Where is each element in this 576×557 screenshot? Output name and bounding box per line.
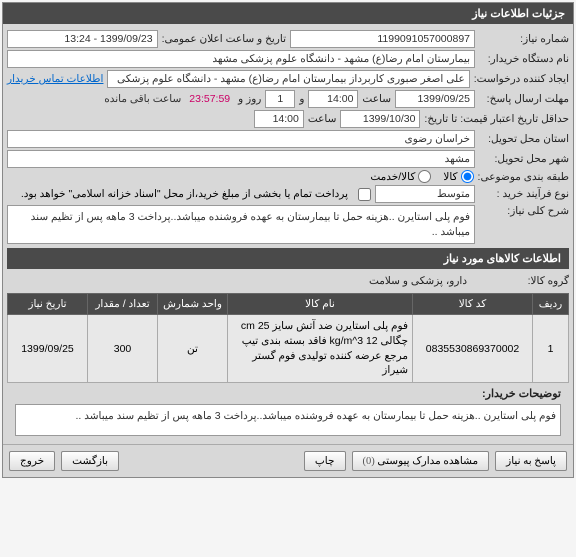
th-unit: واحد شمارش	[158, 294, 228, 315]
row-city: شهر محل تحویل: مشهد	[7, 150, 569, 168]
th-row: ردیف	[533, 294, 569, 315]
row-province: استان محل تحویل: خراسان رضوی	[7, 130, 569, 148]
need-no-label: شماره نیاز:	[479, 33, 569, 45]
buyer-org-value: بیمارستان امام رضا(ع) مشهد - دانشگاه علو…	[7, 50, 475, 68]
buyer-notes-row: توضیحات خریدار: فوم پلی استایرن ..هزینه …	[7, 383, 569, 440]
desc-label: شرح کلی نیاز:	[479, 205, 569, 217]
panel-body: شماره نیاز: 1199091057000897 تاریخ و ساع…	[3, 24, 573, 444]
attachments-label: مشاهده مدارک پیوستی	[377, 456, 478, 467]
creator-value: علی اصغر صبوری کاربرداز بیمارستان امام ر…	[107, 70, 469, 88]
buyer-notes-text: فوم پلی استایرن ..هزینه حمل تا بیمارستان…	[15, 404, 561, 436]
radio-service-input[interactable]	[418, 170, 431, 183]
process-label: نوع فرآیند خرید :	[479, 188, 569, 200]
items-table: ردیف کد کالا نام کالا واحد شمارش تعداد /…	[7, 293, 569, 383]
and-label: و	[299, 93, 304, 105]
cell-qty: 300	[88, 315, 158, 383]
attachments-count: (0)	[363, 456, 375, 467]
buyer-notes-label: توضیحات خریدار:	[482, 387, 561, 400]
days-value: 1	[265, 90, 295, 108]
countdown-timer: 23:57:59	[185, 93, 234, 105]
radio-service-label: کالا/خدمت	[370, 171, 415, 183]
buyer-org-label: نام دستگاه خریدار:	[479, 53, 569, 65]
day-label: روز و	[238, 93, 261, 105]
desc-value: فوم پلی استایرن ..هزینه حمل تا بیمارستان…	[7, 205, 475, 244]
creator-label: ایجاد کننده درخواست:	[474, 73, 569, 85]
budget-note-check[interactable]: پرداخت تمام یا بخشی از مبلغ خرید،از محل …	[15, 186, 371, 202]
city-label: شهر محل تحویل:	[479, 153, 569, 165]
reply-button[interactable]: پاسخ به نیاز	[495, 451, 567, 471]
cell-code: 0835530869370002	[413, 315, 533, 383]
budget-label: طبقه بندی موضوعی:	[478, 171, 569, 183]
th-code: کد کالا	[413, 294, 533, 315]
footer-bar: پاسخ به نیاز مشاهده مدارک پیوستی (0) چاپ…	[3, 444, 573, 477]
remain-label: ساعت باقی مانده	[104, 93, 181, 105]
cell-row: 1	[533, 315, 569, 383]
cell-unit: تن	[158, 315, 228, 383]
row-need-no: شماره نیاز: 1199091057000897 تاریخ و ساع…	[7, 30, 569, 48]
buyer-contact-link[interactable]: اطلاعات تماس خریدار	[7, 73, 103, 85]
row-validity: حداقل تاریخ اعتبار قیمت: تا تاریخ: 1399/…	[7, 110, 569, 128]
city-value: مشهد	[7, 150, 475, 168]
deadline-label: مهلت ارسال پاسخ:	[479, 93, 569, 105]
row-deadline: مهلت ارسال پاسخ: 1399/09/25 ساعت 14:00 و…	[7, 90, 569, 108]
budget-note: پرداخت تمام یا بخشی از مبلغ خرید،از محل …	[15, 186, 354, 202]
radio-goods-input[interactable]	[461, 170, 474, 183]
validity-time: 14:00	[254, 110, 304, 128]
radio-goods-label: کالا	[443, 171, 457, 183]
budget-radios: کالا کالا/خدمت	[370, 170, 473, 183]
need-details-panel: جزئیات اطلاعات نیاز شماره نیاز: 11990910…	[2, 2, 574, 478]
need-no-value: 1199091057000897	[290, 30, 475, 48]
radio-goods[interactable]: کالا	[443, 170, 473, 183]
print-button[interactable]: چاپ	[304, 451, 346, 471]
items-section-title: اطلاعات کالاهای مورد نیاز	[7, 248, 569, 269]
announce-label: تاریخ و ساعت اعلان عمومی:	[162, 33, 286, 45]
province-value: خراسان رضوی	[7, 130, 475, 148]
validity-label: حداقل تاریخ اعتبار قیمت: تا تاریخ:	[424, 113, 569, 125]
group-label: گروه کالا:	[479, 275, 569, 287]
row-process: نوع فرآیند خرید : متوسط پرداخت تمام یا ب…	[7, 185, 569, 203]
time-label-2: ساعت	[308, 113, 337, 125]
deadline-time: 14:00	[308, 90, 358, 108]
table-header-row: ردیف کد کالا نام کالا واحد شمارش تعداد /…	[8, 294, 569, 315]
time-label-1: ساعت	[362, 93, 391, 105]
th-qty: تعداد / مقدار	[88, 294, 158, 315]
exit-button[interactable]: خروج	[9, 451, 55, 471]
th-name: نام کالا	[228, 294, 413, 315]
group-value: دارو، پزشکی و سلامت	[361, 271, 475, 291]
cell-date: 1399/09/25	[8, 315, 88, 383]
table-row[interactable]: 1 0835530869370002 فوم پلی استایرن ضد آت…	[8, 315, 569, 383]
attachments-button[interactable]: مشاهده مدارک پیوستی (0)	[352, 451, 490, 471]
th-date: تاریخ نیاز	[8, 294, 88, 315]
deadline-date: 1399/09/25	[395, 90, 475, 108]
cell-name: فوم پلی استایرن ضد آتش سایز 25 cm چگالی …	[228, 315, 413, 383]
back-button[interactable]: بازگشت	[61, 451, 119, 471]
panel-title: جزئیات اطلاعات نیاز	[3, 3, 573, 24]
announce-value: 1399/09/23 - 13:24	[7, 30, 158, 48]
validity-date: 1399/10/30	[340, 110, 420, 128]
process-value: متوسط	[375, 185, 475, 203]
row-desc: شرح کلی نیاز: فوم پلی استایرن ..هزینه حم…	[7, 205, 569, 244]
radio-service[interactable]: کالا/خدمت	[370, 170, 431, 183]
budget-note-checkbox[interactable]	[358, 188, 371, 201]
row-buyer-org: نام دستگاه خریدار: بیمارستان امام رضا(ع)…	[7, 50, 569, 68]
row-creator: ایجاد کننده درخواست: علی اصغر صبوری کارب…	[7, 70, 569, 88]
row-group: گروه کالا: دارو، پزشکی و سلامت	[7, 271, 569, 291]
province-label: استان محل تحویل:	[479, 133, 569, 145]
row-budget-class: طبقه بندی موضوعی: کالا کالا/خدمت	[7, 170, 569, 183]
